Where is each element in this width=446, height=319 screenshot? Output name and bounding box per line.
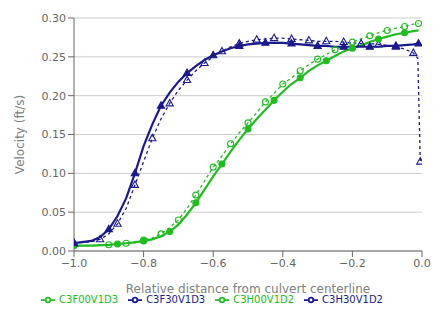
html-text:C3H30V1D2: C3H30V1D2 (322, 294, 383, 305)
svg-text:−1.0: −1.0 (61, 257, 88, 270)
svg-text:Relative distance from culvert: Relative distance from culvert centerlin… (126, 282, 370, 296)
html-text:C3H00V1D2: C3H00V1D2 (233, 294, 295, 305)
svg-text:−0.4: −0.4 (269, 257, 296, 270)
svg-text:−0.8: −0.8 (130, 257, 157, 270)
html-text:C3F30V1D3: C3F30V1D3 (146, 294, 206, 305)
svg-text:0.0: 0.0 (413, 257, 431, 270)
svg-text:0.10: 0.10 (42, 167, 67, 180)
svg-text:Velocity (ft/s): Velocity (ft/s) (13, 95, 27, 174)
svg-text:0.15: 0.15 (42, 128, 67, 141)
svg-text:−0.2: −0.2 (339, 257, 366, 270)
html-text:C3F00V1D3: C3F00V1D3 (59, 294, 119, 305)
svg-text:0.30: 0.30 (42, 12, 67, 25)
svg-text:0.25: 0.25 (42, 51, 67, 64)
svg-text:0.05: 0.05 (42, 206, 67, 219)
svg-text:−0.6: −0.6 (200, 257, 227, 270)
svg-text:0.00: 0.00 (42, 245, 67, 258)
svg-text:0.20: 0.20 (42, 90, 67, 103)
